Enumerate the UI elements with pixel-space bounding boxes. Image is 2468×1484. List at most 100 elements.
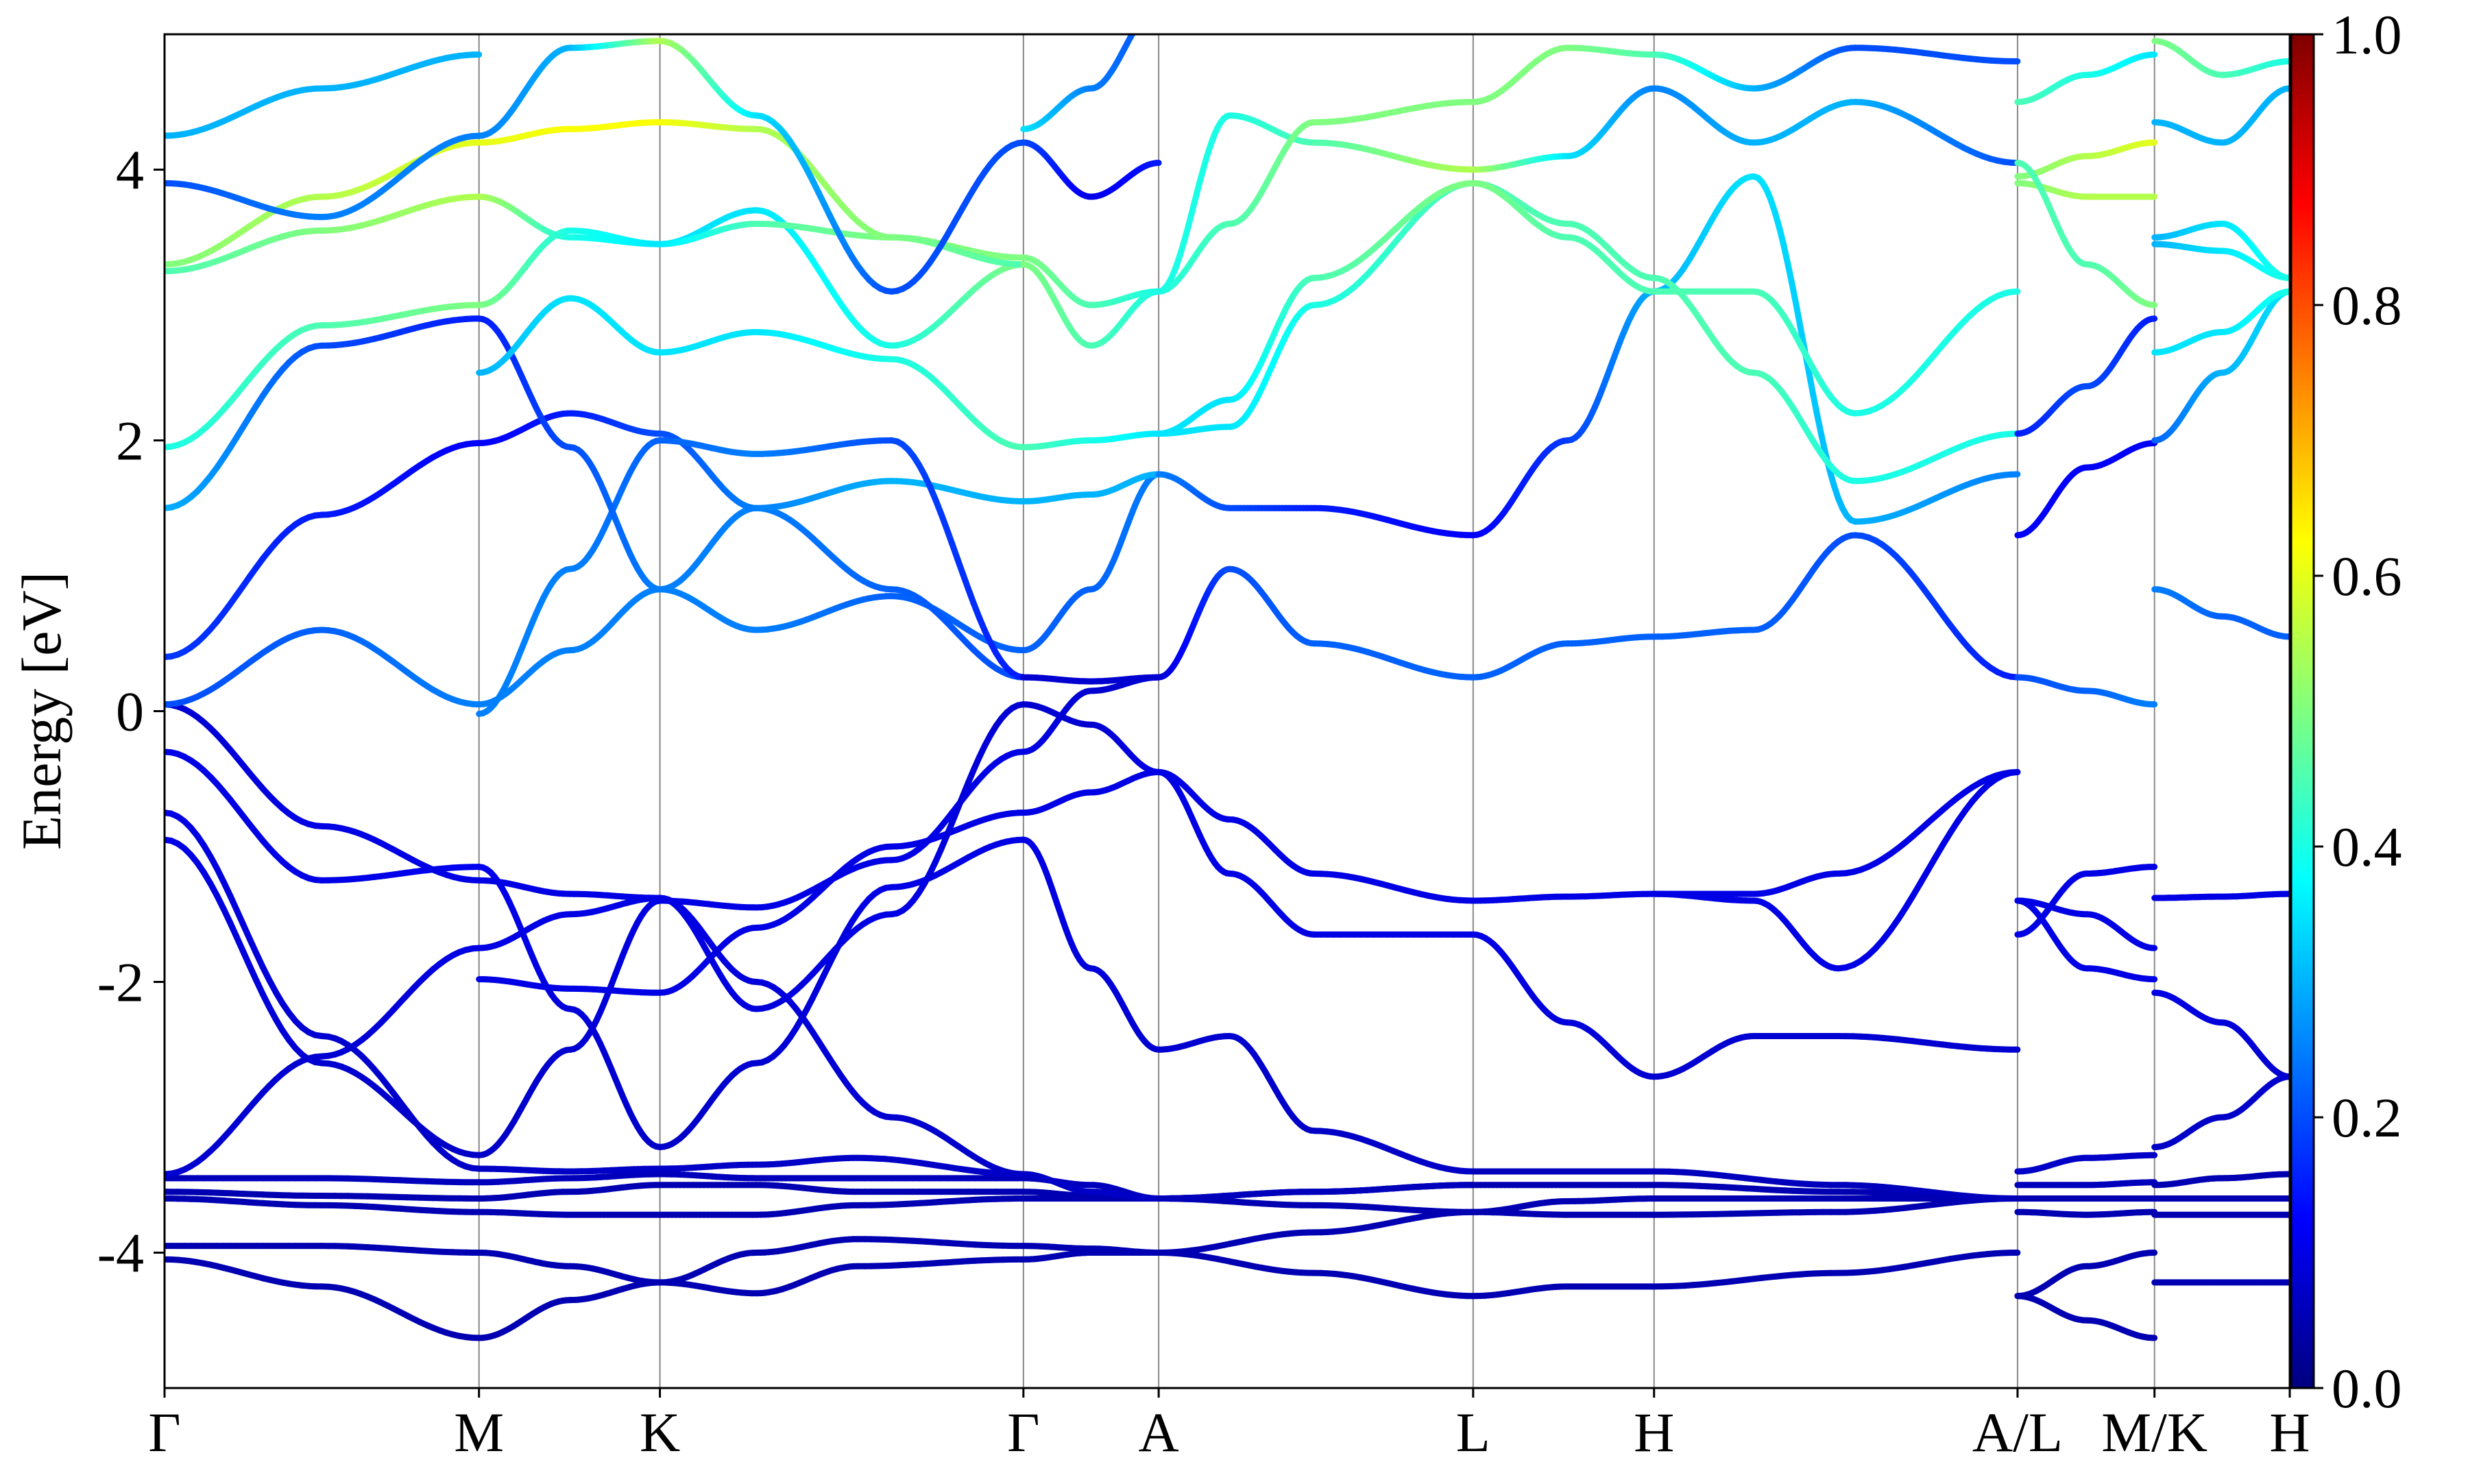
colorbar-tick-label: 1.0 bbox=[2332, 3, 2402, 66]
band-line bbox=[1654, 1253, 2018, 1287]
band-line bbox=[1473, 934, 1654, 1076]
colorbar-tick-label: 0.0 bbox=[2332, 1357, 2402, 1420]
band-line bbox=[1654, 278, 2018, 481]
band-line bbox=[165, 319, 479, 509]
band-line bbox=[1654, 88, 2018, 163]
band-line bbox=[2018, 1253, 2155, 1296]
band-line bbox=[2155, 291, 2290, 440]
colorbar-tick-label: 0.4 bbox=[2332, 816, 2402, 878]
band-line bbox=[2155, 41, 2290, 75]
band-line bbox=[1024, 840, 1159, 1049]
band-line bbox=[2018, 143, 2155, 176]
band-line bbox=[660, 1199, 1024, 1215]
x-tick-label: H bbox=[1634, 1401, 1674, 1463]
band-line bbox=[165, 1246, 479, 1253]
x-tick-label: K bbox=[640, 1401, 680, 1463]
band-line bbox=[165, 630, 479, 705]
y-tick-label: -2 bbox=[97, 951, 144, 1014]
band-line bbox=[1024, 772, 1159, 812]
band-line bbox=[479, 980, 660, 993]
band-line bbox=[2018, 1155, 2155, 1171]
band-line bbox=[1159, 1253, 1473, 1296]
band-line bbox=[1159, 1212, 1473, 1252]
band-line bbox=[479, 441, 660, 714]
band-line bbox=[1159, 183, 1473, 433]
x-tick-label: H bbox=[2269, 1401, 2310, 1463]
band-line bbox=[479, 413, 660, 443]
band-line bbox=[1473, 1287, 1654, 1296]
colorbar-tick-label: 0.8 bbox=[2332, 274, 2402, 337]
band-line bbox=[479, 867, 660, 1147]
y-tick-label: 4 bbox=[116, 139, 144, 202]
band-line bbox=[1159, 569, 1473, 677]
band-line bbox=[479, 1174, 660, 1182]
y-axis: -4 -2 0 2 4 bbox=[97, 139, 165, 1285]
band-line bbox=[1473, 637, 1654, 677]
band-line bbox=[1654, 48, 2018, 88]
band-line bbox=[660, 840, 1024, 1147]
band-line bbox=[2155, 244, 2290, 278]
y-tick-label: 2 bbox=[116, 410, 144, 472]
band-line bbox=[1473, 1199, 1654, 1213]
band-line bbox=[2018, 1182, 2155, 1185]
band-line bbox=[1159, 772, 1473, 901]
band-line bbox=[1024, 143, 1159, 197]
band-line bbox=[1159, 183, 1473, 433]
band-line bbox=[165, 1259, 479, 1338]
band-line bbox=[1473, 183, 1654, 291]
band-line bbox=[1654, 772, 2018, 968]
band-line bbox=[1654, 772, 2018, 894]
band-line bbox=[479, 1282, 660, 1338]
band-line bbox=[2155, 993, 2290, 1077]
band-line bbox=[1024, 677, 1159, 681]
band-line bbox=[2018, 677, 2155, 705]
band-line bbox=[1473, 48, 1654, 102]
band-line bbox=[660, 1174, 1024, 1178]
band-line bbox=[1654, 1036, 2018, 1077]
x-tick-label: Γ bbox=[1007, 1401, 1039, 1463]
band-line bbox=[2018, 1212, 2155, 1215]
band-line bbox=[1024, 1246, 1159, 1253]
x-tick-label: M bbox=[454, 1401, 504, 1463]
band-line bbox=[1654, 291, 2018, 413]
band-line bbox=[1473, 894, 1654, 901]
bands bbox=[165, 8, 2290, 1338]
band-line bbox=[2155, 589, 2290, 637]
colorbar bbox=[2291, 34, 2314, 1388]
band-line bbox=[1473, 88, 1654, 170]
band-line bbox=[2155, 1077, 2290, 1147]
band-line bbox=[1159, 102, 1473, 292]
colorbar-ticks: 0.00.20.40.60.81.0 bbox=[2314, 3, 2402, 1420]
band-line bbox=[1159, 1036, 1473, 1172]
x-tick-label: A bbox=[1139, 1401, 1179, 1463]
band-line bbox=[1024, 434, 1159, 448]
band-line bbox=[479, 1185, 660, 1199]
band-line bbox=[1654, 535, 2018, 677]
x-tick-label: L bbox=[1456, 1401, 1490, 1463]
band-line bbox=[1159, 772, 1473, 934]
band-line bbox=[2018, 319, 2155, 434]
band-line bbox=[1024, 8, 1159, 130]
band-line bbox=[479, 298, 660, 373]
band-line bbox=[660, 332, 1024, 448]
band-line bbox=[2018, 443, 2155, 535]
band-line bbox=[165, 55, 479, 136]
band-line bbox=[479, 1169, 660, 1171]
band-line bbox=[479, 1212, 660, 1215]
x-tick-label: A/L bbox=[1972, 1401, 2063, 1463]
band-line bbox=[479, 197, 660, 244]
y-axis-label: Energy [eV] bbox=[10, 572, 73, 850]
band-line bbox=[1024, 677, 1159, 752]
band-line bbox=[2155, 894, 2290, 898]
band-line bbox=[2155, 1174, 2290, 1185]
band-line bbox=[165, 197, 479, 271]
band-line bbox=[1473, 183, 1654, 278]
band-line bbox=[1159, 1199, 1473, 1213]
band-line bbox=[479, 1253, 660, 1282]
band-line bbox=[2018, 55, 2155, 102]
band-line bbox=[1159, 1185, 1473, 1199]
y-tick-label: -4 bbox=[97, 1222, 144, 1285]
y-tick-label: 0 bbox=[116, 681, 144, 743]
